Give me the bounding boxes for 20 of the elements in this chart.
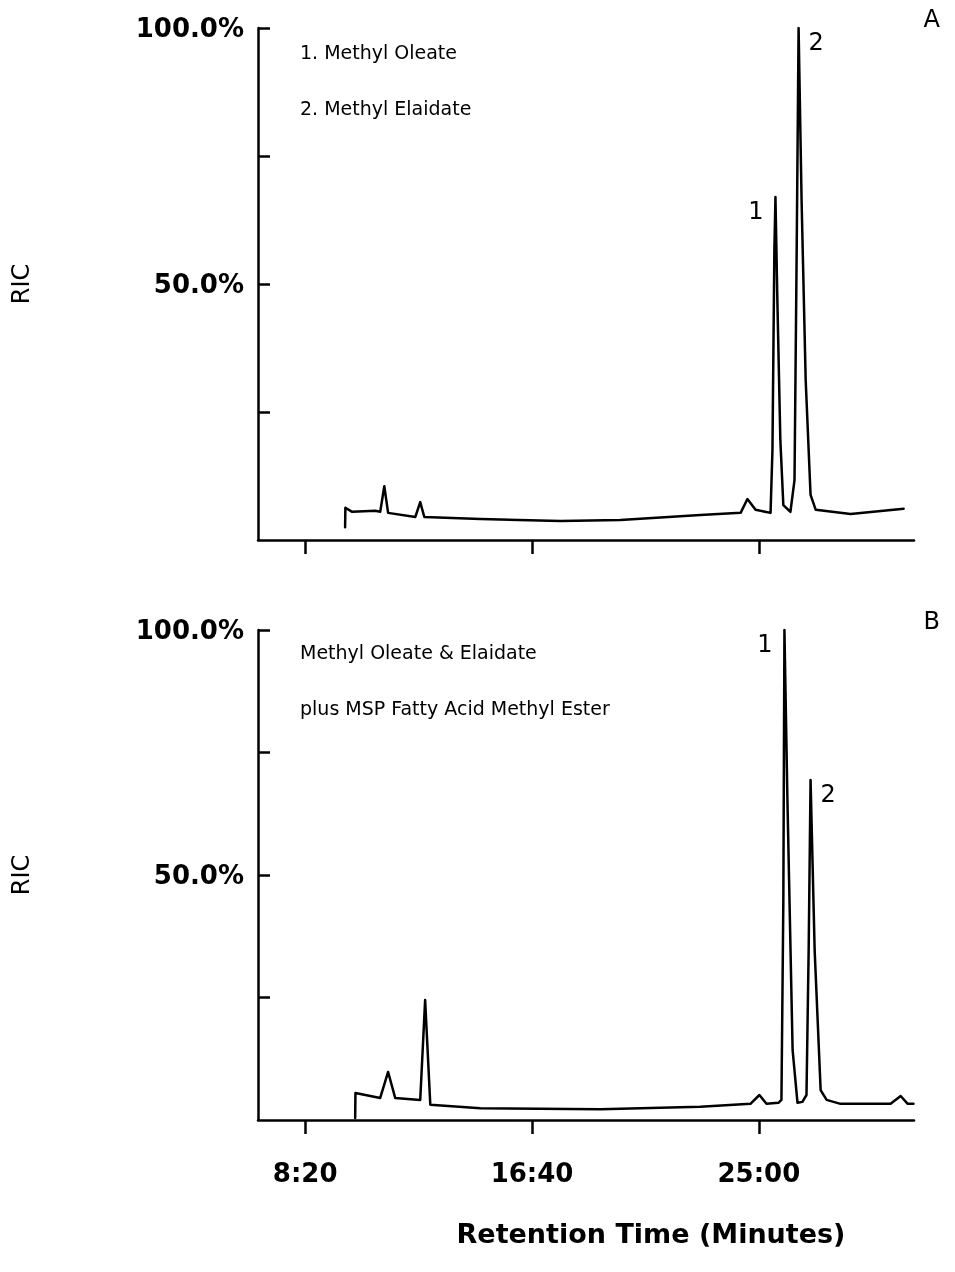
y-tick-label: 50.0% (153, 269, 244, 299)
x-tick-label: 25:00 (717, 1158, 801, 1188)
annotation: plus MSP Fatty Acid Methyl Ester (300, 696, 610, 719)
annotation: 2 (820, 779, 836, 808)
x-tick-label: 8:20 (272, 1158, 338, 1188)
y-tick-label: 50.0% (153, 860, 244, 890)
annotation: 1. Methyl Oleate (300, 40, 458, 63)
y-tick-label: 100.0% (135, 615, 244, 645)
y-axis-title: RIC (7, 263, 35, 305)
y-axis-title: RIC (7, 854, 35, 896)
annotation: Methyl Oleate & Elaidate (300, 640, 537, 663)
annotation: 1 (748, 196, 764, 225)
y-tick-label: 100.0% (135, 13, 244, 43)
annotation: 2 (808, 28, 824, 56)
chart-title: A (923, 5, 941, 33)
chart-title: B (923, 607, 940, 635)
x-tick-label: 16:40 (490, 1158, 574, 1188)
annotation: 1 (757, 630, 773, 658)
x-axis-title: Retention Time (Minutes) (456, 1218, 846, 1249)
annotation: 2. Methyl Elaidate (300, 96, 472, 119)
